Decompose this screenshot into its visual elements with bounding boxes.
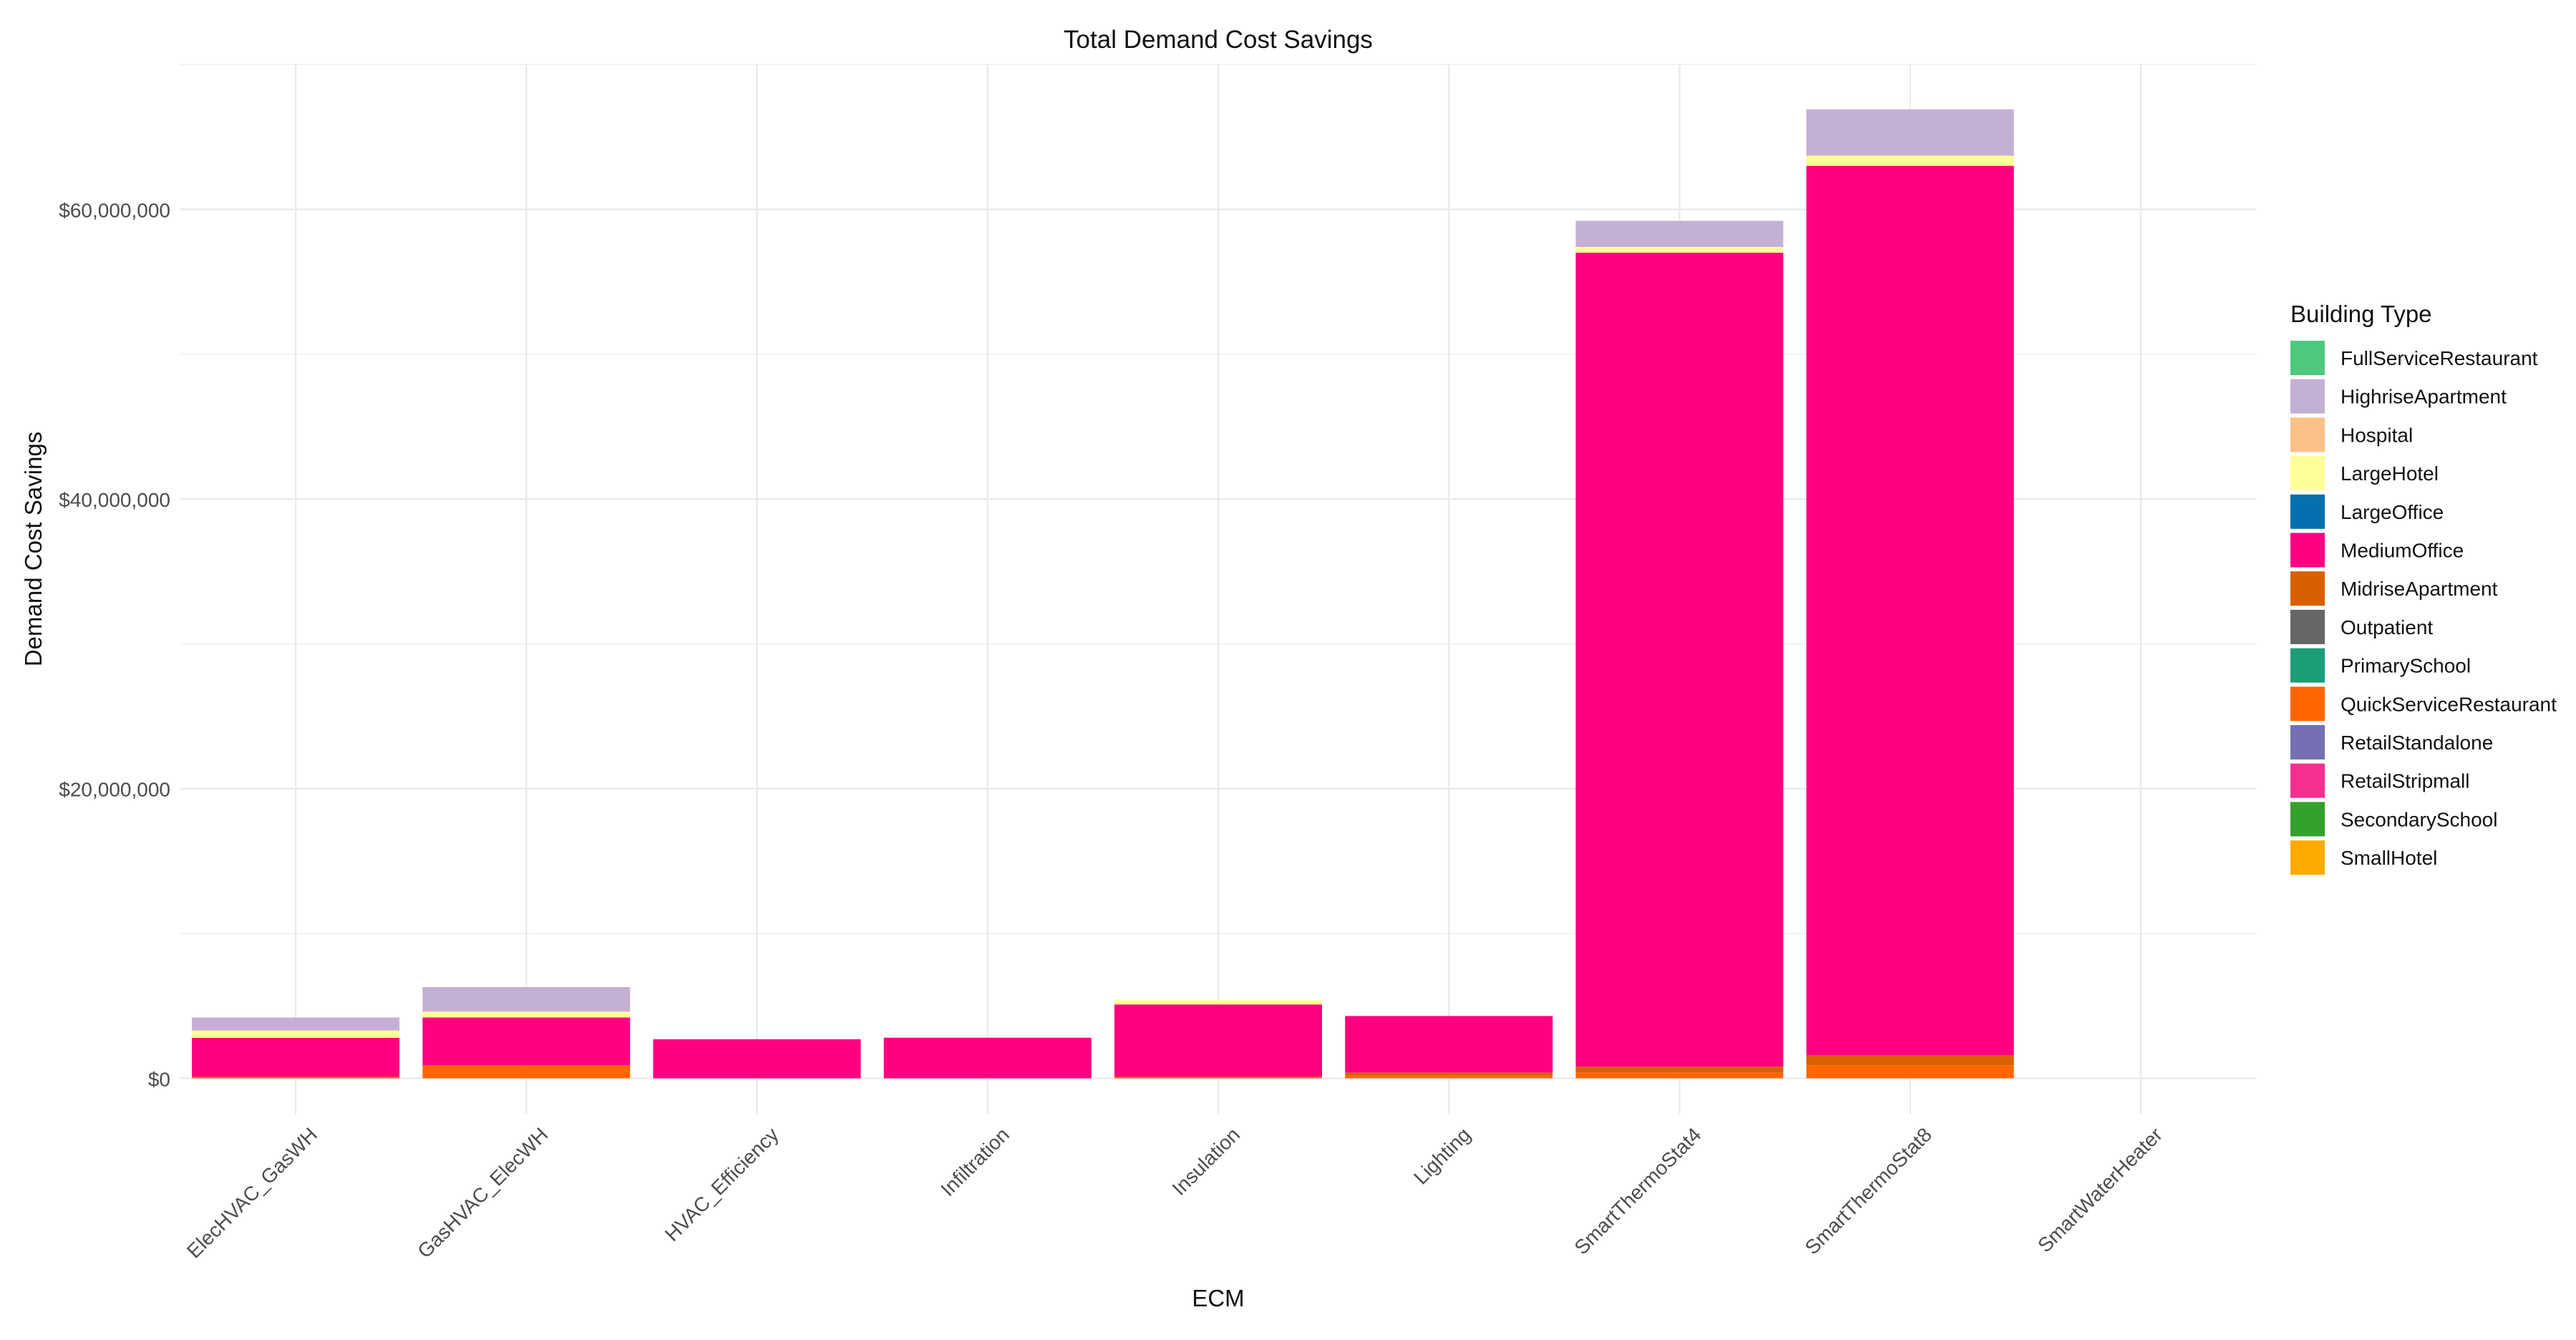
legend-label: RetailStripmall: [2341, 770, 2470, 792]
x-axis-title: ECM: [1192, 1285, 1244, 1311]
legend-key: [2290, 840, 2325, 875]
bar-segment-GasHVAC_ElecWH-LargeHotel: [422, 1011, 631, 1018]
bar-segment-Infiltration-MediumOffice: [883, 1037, 1092, 1079]
legend-label: Hospital: [2341, 424, 2413, 446]
legend-label: LargeOffice: [2341, 501, 2444, 523]
legend-key: [2290, 341, 2325, 375]
bar-segment-GasHVAC_ElecWH-HighriseApartment: [422, 986, 631, 1012]
legend-key: [2290, 533, 2325, 568]
legend-label: HighriseApartment: [2341, 386, 2507, 408]
legend-key: [2290, 609, 2325, 644]
bar-segment-Lighting-MidriseApartment: [1345, 1072, 1553, 1076]
legend-label: LargeHotel: [2341, 462, 2439, 485]
legend-key: [2290, 379, 2325, 414]
bar-segment-SmartThermoStat4-QuickServiceRestaurant: [1575, 1072, 1784, 1079]
legend-key: [2290, 456, 2325, 491]
legend-key: [2290, 648, 2325, 683]
bar-segment-SmartThermoStat8-MediumOffice: [1806, 165, 2014, 1056]
legend-key: [2290, 494, 2325, 529]
legend-label: RetailStandalone: [2341, 732, 2493, 754]
bar-segment-SmartThermoStat4-MediumOffice: [1575, 253, 1784, 1067]
bar-segment-SmartThermoStat4-LargeHotel: [1575, 246, 1784, 253]
bar-segment-ElecHVAC_GasWH-HighriseApartment: [192, 1017, 400, 1031]
legend-key: [2290, 571, 2325, 606]
legend-key: [2290, 802, 2325, 837]
legend-label: FullServiceRestaurant: [2341, 347, 2538, 369]
y-tick-label: $20,000,000: [59, 779, 170, 801]
y-axis-title: Demand Cost Savings: [20, 432, 47, 666]
y-tick-label: $0: [148, 1068, 170, 1090]
bar-segment-SmartThermoStat8-QuickServiceRestaurant: [1806, 1065, 2014, 1079]
bar-segment-HVAC_Efficiency-MediumOffice: [653, 1039, 861, 1079]
legend-title: Building Type: [2290, 301, 2432, 327]
legend-label: MediumOffice: [2341, 540, 2464, 562]
chart-title: Total Demand Cost Savings: [1064, 26, 1373, 54]
legend-label: QuickServiceRestaurant: [2341, 693, 2557, 715]
legend-label: PrimarySchool: [2341, 655, 2471, 677]
legend: Building Type FullServiceRestaurant Highr…: [2290, 301, 2557, 875]
bar-segment-Insulation-LargeHotel: [1114, 1000, 1322, 1005]
legend-key: [2290, 686, 2325, 722]
bar-segment-SmartThermoStat8-LargeHotel: [1806, 155, 2014, 166]
bar-segment-SmartThermoStat8-HighriseApartment: [1806, 109, 2014, 156]
bars: [192, 109, 2014, 1079]
y-tick-label: $40,000,000: [59, 489, 170, 511]
bar-segment-SmartThermoStat8-MidriseApartment: [1806, 1055, 2014, 1066]
bar-segment-ElecHVAC_GasWH-QuickServiceRestaurant: [192, 1077, 400, 1079]
legend-label: SecondarySchool: [2341, 808, 2497, 830]
bar-segment-Insulation-QuickServiceRestaurant: [1114, 1077, 1322, 1079]
bar-segment-GasHVAC_ElecWH-QuickServiceRestaurant: [422, 1065, 631, 1079]
bar-segment-ElecHVAC_GasWH-LargeHotel: [192, 1030, 400, 1038]
bar-segment-SmartThermoStat4-MidriseApartment: [1575, 1067, 1784, 1073]
bar-segment-Insulation-MediumOffice: [1114, 1004, 1322, 1077]
bar-segment-GasHVAC_ElecWH-MediumOffice: [422, 1017, 631, 1066]
legend-key: [2290, 417, 2325, 452]
bar-segment-Lighting-QuickServiceRestaurant: [1345, 1075, 1553, 1079]
legend-label: MidriseApartment: [2341, 578, 2498, 600]
bar-segment-SmartThermoStat4-HighriseApartment: [1575, 220, 1784, 247]
legend-label: Outpatient: [2341, 616, 2433, 639]
legend-label: SmallHotel: [2341, 847, 2437, 869]
legend-key: [2290, 725, 2325, 759]
legend-key: [2290, 763, 2325, 798]
bar-segment-ElecHVAC_GasWH-MediumOffice: [192, 1037, 400, 1077]
bar-segment-Lighting-MediumOffice: [1345, 1016, 1553, 1073]
y-tick-label: $60,000,000: [59, 199, 170, 221]
